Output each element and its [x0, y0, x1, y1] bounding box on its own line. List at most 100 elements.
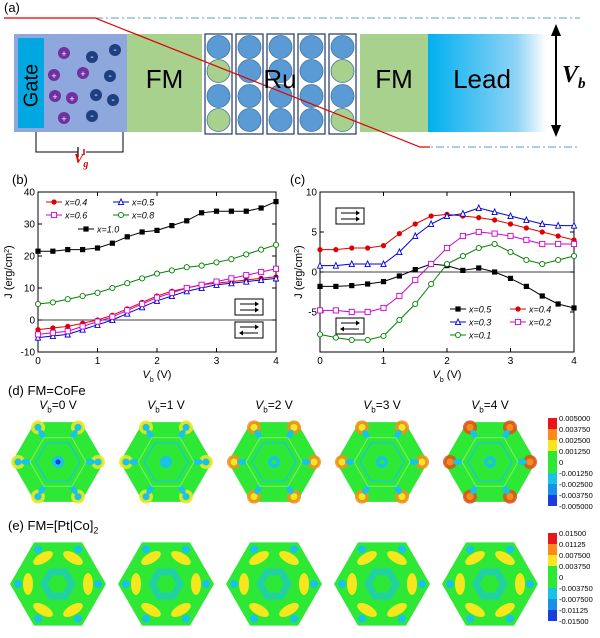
petal-feature [131, 573, 141, 595]
inner-ring-2 [353, 437, 411, 487]
series-markers-x=0.3 [316, 203, 578, 269]
data-point [198, 281, 205, 288]
legend-label: x=0.4 [528, 305, 551, 315]
panel-e-label-sub: 2 [93, 525, 99, 536]
ru-label: Ru [263, 64, 297, 94]
svg-text:+: + [69, 94, 74, 104]
corner-feature [398, 545, 406, 554]
inner-ring-2 [461, 437, 519, 487]
colorbar-swatch [548, 495, 557, 506]
data-point [475, 244, 482, 252]
corner-core [506, 493, 514, 501]
svg-text:-: - [90, 111, 93, 122]
petal-feature [455, 573, 465, 595]
inner-ring [467, 442, 513, 482]
corner-feature [446, 580, 454, 588]
corner-feature [358, 614, 366, 623]
map-title: Vb=1 V [147, 398, 185, 415]
panel-e-maps [0, 530, 545, 638]
series-markers-x=0.8 [34, 241, 280, 308]
corner-feature [290, 614, 298, 623]
series-markers-x=0.1 [316, 240, 578, 344]
data-point [523, 256, 530, 264]
center-core [372, 575, 392, 593]
gate-electrode [18, 38, 44, 128]
edge-feature [70, 429, 78, 439]
data-point [555, 301, 561, 307]
data-point [538, 219, 546, 228]
corner-feature [94, 580, 102, 588]
data-point [523, 215, 530, 224]
data-point [428, 260, 435, 268]
arrow-head-icon [356, 320, 360, 326]
gate-wire-left [35, 132, 78, 153]
y-tick-label: 20 [24, 252, 36, 263]
colorbar-swatch [548, 610, 557, 621]
series-line-x=1.0 [38, 201, 277, 252]
svg-text:+: + [52, 92, 57, 102]
petal-feature [83, 573, 93, 595]
petal-feature [249, 602, 269, 617]
x-tick-label: 3 [214, 356, 220, 367]
edge-feature [286, 485, 294, 495]
edge-feature [38, 485, 46, 495]
corner-core [142, 423, 150, 431]
magnetization-box [335, 207, 365, 225]
colorbar-swatch [548, 451, 557, 462]
edge-feature [129, 459, 139, 465]
x-tick-label: 1 [381, 356, 387, 367]
corner-core [230, 458, 238, 466]
data-point [94, 289, 101, 296]
corner-core [466, 493, 474, 501]
ru-layer [204, 33, 357, 135]
x-tick-label: 4 [571, 356, 577, 367]
colorbar-tick-label: -0.002500 [559, 480, 593, 489]
data-point [184, 218, 190, 224]
x-axis-label: Vb (V) [433, 369, 462, 384]
corner-core [466, 423, 474, 431]
hex-map [443, 420, 537, 504]
hex-map-e-4 [442, 542, 538, 626]
edge-feature [470, 429, 478, 439]
corner-core [358, 423, 366, 431]
data-point [34, 331, 42, 338]
inner-ring [35, 442, 81, 482]
series-markers-x=0.6 [34, 265, 280, 338]
data-point [396, 247, 403, 256]
magnetization-box [234, 298, 264, 316]
petal-feature [515, 573, 525, 595]
petal-feature [387, 602, 407, 617]
colorbar-tick-label: -0.01125 [559, 606, 589, 615]
data-point [228, 208, 234, 214]
edge-feature [85, 459, 95, 465]
data-point [272, 241, 280, 248]
y-tick-label: 5 [311, 228, 317, 239]
data-point [396, 316, 403, 324]
hex-map-e-3 [334, 542, 430, 626]
data-point [348, 308, 355, 316]
data-point [316, 331, 324, 338]
colorbar-tick-label: -0.003750 [559, 584, 593, 593]
data-point [349, 283, 355, 289]
corner-feature [398, 614, 406, 623]
petal-feature [465, 551, 485, 566]
hex-map [11, 420, 105, 504]
petal-feature [141, 602, 161, 617]
corner-core [506, 423, 514, 431]
data-point [459, 252, 466, 260]
data-point [443, 211, 451, 220]
corner-core [418, 458, 426, 466]
magnetization-box [335, 317, 365, 335]
corner-feature [506, 545, 514, 554]
data-point [570, 240, 578, 248]
data-point [257, 275, 265, 284]
data-point [539, 240, 546, 248]
lead-label: Lead [453, 64, 511, 94]
data-point [507, 221, 514, 227]
corner-core [398, 493, 406, 501]
x-tick-label: 3 [508, 356, 514, 367]
y-tick-label: 0 [311, 268, 317, 279]
center-core [55, 459, 61, 465]
data-point [65, 323, 71, 329]
data-point [380, 332, 387, 340]
